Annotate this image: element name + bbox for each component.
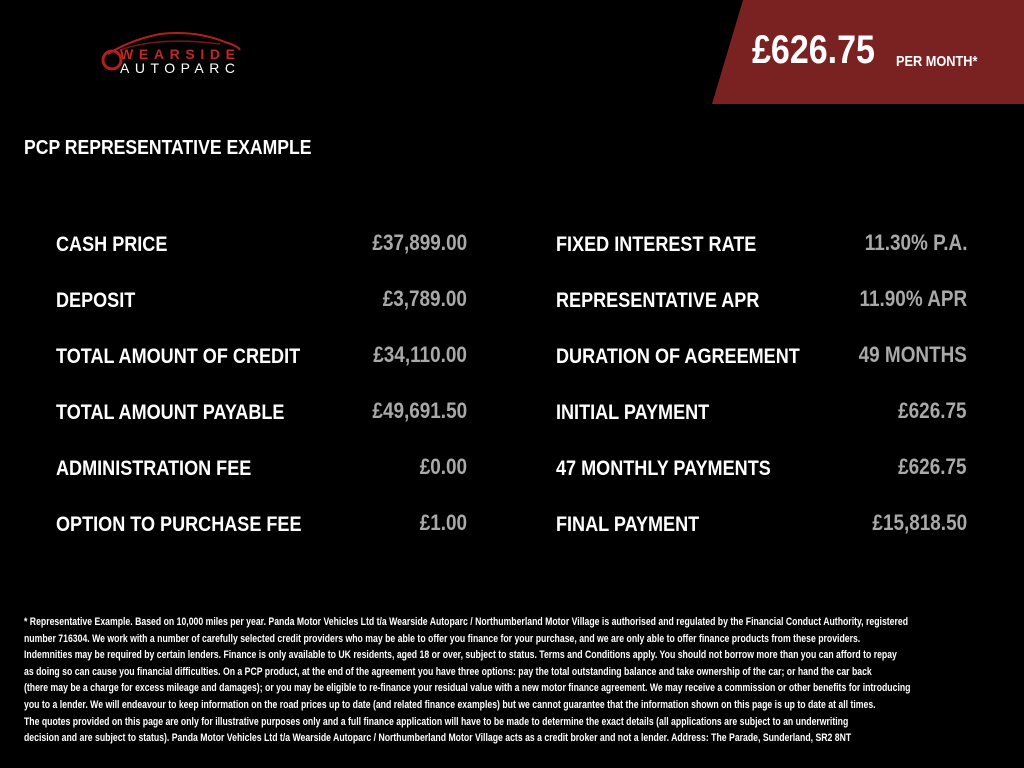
logo-text-autoparc: AUTOPARC — [120, 60, 235, 76]
finance-label: DURATION OF AGREEMENT — [556, 345, 800, 368]
finance-label: TOTAL AMOUNT PAYABLE — [56, 401, 285, 424]
finance-label: 47 MONTHLY PAYMENTS — [556, 457, 771, 480]
finance-row: OPTION TO PURCHASE FEE £1.00 — [56, 510, 467, 543]
finance-value: £37,899.00 — [372, 230, 467, 255]
finance-label: CASH PRICE — [56, 233, 168, 256]
per-month-label: PER MONTH* — [896, 53, 978, 70]
finance-row: REPRESENTATIVE APR 11.90% APR — [556, 286, 967, 319]
finance-label: ADMINISTRATION FEE — [56, 457, 252, 480]
page-title: PCP REPRESENTATIVE EXAMPLE — [24, 137, 312, 159]
disclaimer: * Representative Example. Based on 10,00… — [24, 614, 1024, 747]
disclaimer-line: * Representative Example. Based on 10,00… — [24, 616, 909, 628]
wearside-autoparc-logo: WEARSIDE AUTOPARC — [100, 28, 245, 78]
finance-value: £34,110.00 — [373, 342, 467, 367]
finance-row: INITIAL PAYMENT £626.75 — [556, 398, 967, 431]
finance-row: DURATION OF AGREEMENT 49 MONTHS — [556, 342, 967, 375]
finance-label: INITIAL PAYMENT — [556, 401, 710, 424]
finance-value: 11.30% P.A. — [864, 230, 967, 255]
finance-row: ADMINISTRATION FEE £0.00 — [56, 454, 467, 487]
finance-row: TOTAL AMOUNT PAYABLE £49,691.50 — [56, 398, 467, 431]
finance-value: £0.00 — [419, 454, 467, 479]
finance-row: DEPOSIT £3,789.00 — [56, 286, 467, 319]
finance-value: 11.90% APR — [859, 286, 967, 311]
finance-row: FIXED INTEREST RATE 11.30% P.A. — [556, 230, 967, 263]
disclaimer-line: decision and are subject to status). Pan… — [24, 732, 852, 745]
disclaimer-line: number 716304. We work with a number of … — [24, 632, 861, 645]
finance-row: 47 MONTHLY PAYMENTS £626.75 — [556, 454, 967, 487]
finance-label: FINAL PAYMENT — [556, 513, 700, 536]
finance-value: £49,691.50 — [372, 398, 467, 423]
disclaimer-line: (there may be a charge for excess mileag… — [24, 682, 911, 695]
finance-row: TOTAL AMOUNT OF CREDIT £34,110.00 — [56, 342, 467, 375]
finance-label: FIXED INTEREST RATE — [556, 233, 757, 256]
finance-value: £626.75 — [898, 398, 967, 423]
finance-row: CASH PRICE £37,899.00 — [56, 230, 467, 263]
finance-value: £15,818.50 — [872, 510, 967, 535]
disclaimer-line: The quotes provided on this page are onl… — [24, 715, 849, 728]
finance-value: £1.00 — [419, 510, 467, 535]
disclaimer-line: you to a lender. We will endeavour to ke… — [24, 698, 876, 711]
finance-value: 49 MONTHS — [858, 342, 967, 367]
finance-label: REPRESENTATIVE APR — [556, 289, 760, 312]
monthly-price-banner — [712, 0, 1024, 104]
disclaimer-line: as doing so can cause you financial diff… — [24, 665, 872, 678]
car-logo-icon: WEARSIDE AUTOPARC — [101, 32, 241, 76]
finance-label: DEPOSIT — [56, 289, 136, 312]
finance-row: FINAL PAYMENT £15,818.50 — [556, 510, 967, 543]
disclaimer-line: Indemnities may be required by certain l… — [24, 649, 897, 662]
finance-value: £3,789.00 — [382, 286, 467, 311]
finance-label: TOTAL AMOUNT OF CREDIT — [56, 345, 301, 368]
monthly-price: £626.75 — [752, 28, 875, 72]
finance-label: OPTION TO PURCHASE FEE — [56, 513, 302, 536]
finance-value: £626.75 — [898, 454, 967, 479]
